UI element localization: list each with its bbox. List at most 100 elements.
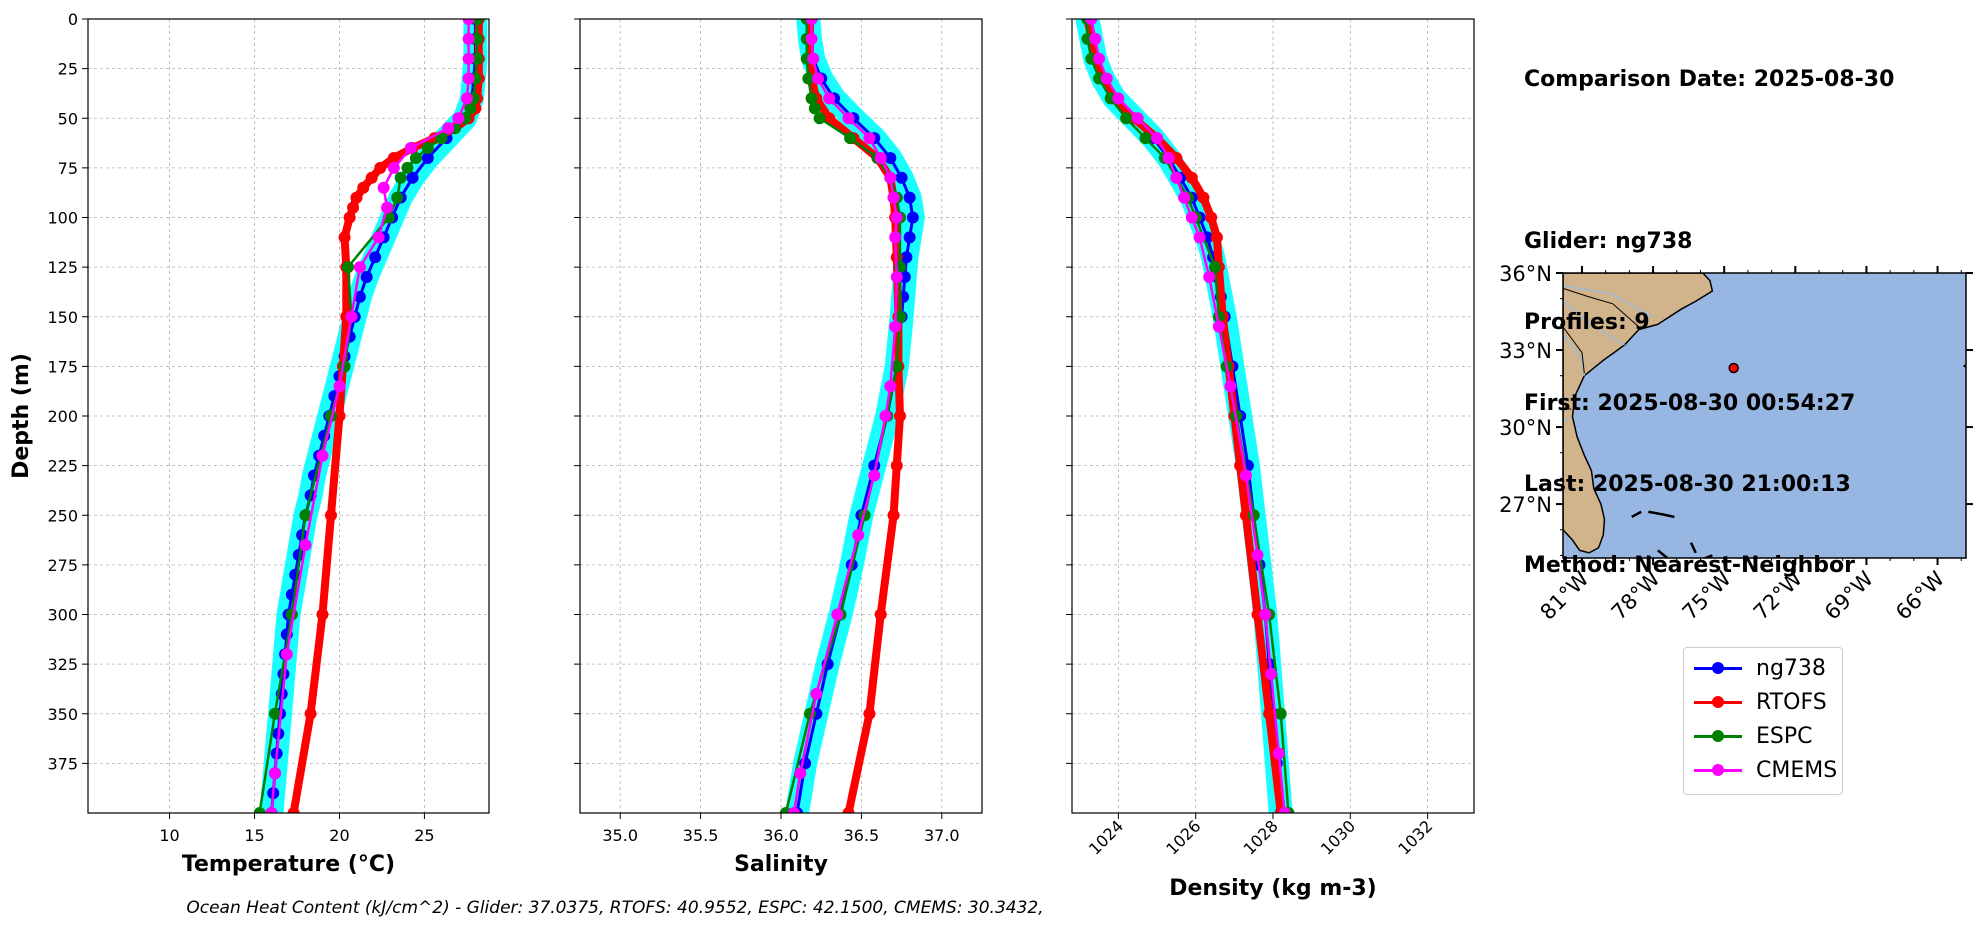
data-point-cmems (316, 449, 329, 462)
legend-label: ng738 (1756, 655, 1826, 681)
data-point-rtofs (1197, 191, 1210, 204)
data-point-ng738 (421, 151, 434, 164)
ocean-heat-content-footer: Ocean Heat Content (kJ/cm^2) - Glider: 3… (186, 898, 1044, 918)
data-point-cmems (889, 320, 902, 333)
data-point-cmems (462, 19, 475, 25)
glider-name: Glider: ng738 (1524, 229, 1693, 254)
data-point-cmems (1112, 92, 1125, 105)
data-point-cmems (879, 410, 892, 422)
x-axis-label: Temperature (°C) (182, 852, 395, 877)
data-point-cmems (1212, 320, 1225, 333)
x-tick-label: 37.0 (924, 826, 960, 845)
data-point-rtofs (842, 807, 855, 813)
data-point-rtofs (874, 608, 887, 621)
y-tick-label: 100 (47, 209, 78, 228)
data-point-cmems (805, 32, 818, 45)
first-profile-time: First: 2025-08-30 00:54:27 (1524, 391, 1856, 416)
glider-position-marker (1728, 362, 1739, 374)
data-point-espc (401, 161, 414, 174)
profile-count: Profiles: 9 (1524, 310, 1650, 335)
x-tick-label: 35.5 (683, 826, 719, 845)
data-point-cmems (265, 807, 278, 813)
data-point-cmems (1178, 191, 1191, 204)
data-point-cmems (377, 181, 390, 194)
lat-label: 36°N (1499, 262, 1552, 286)
data-point-rtofs (890, 459, 903, 472)
data-point-espc (1120, 112, 1133, 125)
river (1563, 300, 1625, 346)
x-tick-label: 36.5 (844, 826, 880, 845)
data-point-espc (471, 52, 484, 65)
data-point-espc (391, 191, 404, 204)
island-bermuda (1963, 364, 1966, 369)
data-point-cmems (842, 112, 855, 125)
x-tick-label: 1030 (1317, 816, 1359, 858)
x-tick-label: 25 (414, 826, 434, 845)
data-point-espc (299, 509, 312, 522)
plot-area (1075, 19, 1295, 813)
temperature-panel: 0 25 50 75 100 125 150 175 200 225 250 275 300 325 350… (9, 10, 490, 877)
data-point-cmems (890, 271, 903, 284)
data-point-rtofs (357, 181, 370, 194)
data-point-cmems (884, 171, 897, 184)
y-tick-label: 325 (47, 655, 78, 674)
y-tick-label: 75 (58, 159, 78, 178)
data-point-espc (1247, 509, 1260, 522)
y-tick-label: 350 (47, 705, 78, 724)
legend-label: RTOFS (1756, 689, 1827, 715)
data-point-rtofs (350, 191, 363, 204)
comparison-date: Comparison Date: 2025-08-30 (1524, 67, 1895, 92)
data-point-cmems (460, 92, 473, 105)
data-point-espc (1274, 707, 1287, 720)
data-point-cmems (1170, 171, 1183, 184)
plot-area (779, 19, 925, 813)
legend-label: ESPC (1756, 723, 1813, 749)
island (1657, 549, 1669, 558)
lon-label: 66°W (1891, 566, 1949, 624)
data-point-cmems (462, 32, 475, 45)
legend-item-ng738: ng738 (1694, 651, 1826, 685)
data-point-espc (341, 261, 354, 274)
river (1563, 285, 1654, 318)
data-point-rtofs (1205, 211, 1218, 224)
data-point-cmems (1272, 747, 1285, 760)
y-tick-label: 375 (47, 754, 78, 773)
data-point-rtofs (387, 151, 400, 164)
legend-item-cmems: CMEMS (1694, 753, 1837, 787)
data-point-cmems (1162, 151, 1175, 164)
data-point-cmems (811, 72, 824, 85)
state-border (1563, 287, 1640, 328)
data-point-rtofs (343, 211, 356, 224)
data-point-cmems (889, 231, 902, 244)
x-tick-label: 20 (329, 826, 349, 845)
data-point-ng738 (353, 290, 366, 303)
data-point-cmems (890, 211, 903, 224)
data-point-espc (802, 72, 815, 85)
data-point-cmems (823, 92, 836, 105)
legend-swatch-ng738 (1694, 658, 1742, 678)
x-tick-label: 1026 (1162, 816, 1204, 858)
x-tick-label: 1028 (1240, 816, 1282, 858)
y-tick-label: 150 (47, 308, 78, 327)
y-tick-label: 275 (47, 556, 78, 575)
data-point-cmems (1185, 211, 1198, 224)
x-axis-label: Density (kg m-3) (1169, 876, 1377, 901)
legend-label: CMEMS (1756, 757, 1838, 783)
x-axis-label: Salinity (734, 852, 828, 877)
data-point-ng738 (369, 251, 382, 264)
data-point-espc (268, 707, 281, 720)
data-point-cmems (1131, 112, 1144, 125)
data-point-espc (464, 102, 477, 115)
last-profile-time: Last: 2025-08-30 21:00:13 (1524, 472, 1851, 497)
interpolation-method: Method: Nearest-Neighbor (1524, 553, 1855, 578)
y-axis-label: Depth (m) (9, 353, 34, 479)
data-point-cmems (887, 191, 900, 204)
data-point-rtofs (287, 807, 300, 813)
data-point-cmems (353, 261, 366, 274)
x-tick-label: 36.0 (763, 826, 799, 845)
data-point-cmems (852, 529, 865, 542)
data-point-cmems (1278, 807, 1291, 813)
y-tick-label: 200 (47, 407, 78, 426)
y-tick-label: 0 (68, 10, 78, 29)
